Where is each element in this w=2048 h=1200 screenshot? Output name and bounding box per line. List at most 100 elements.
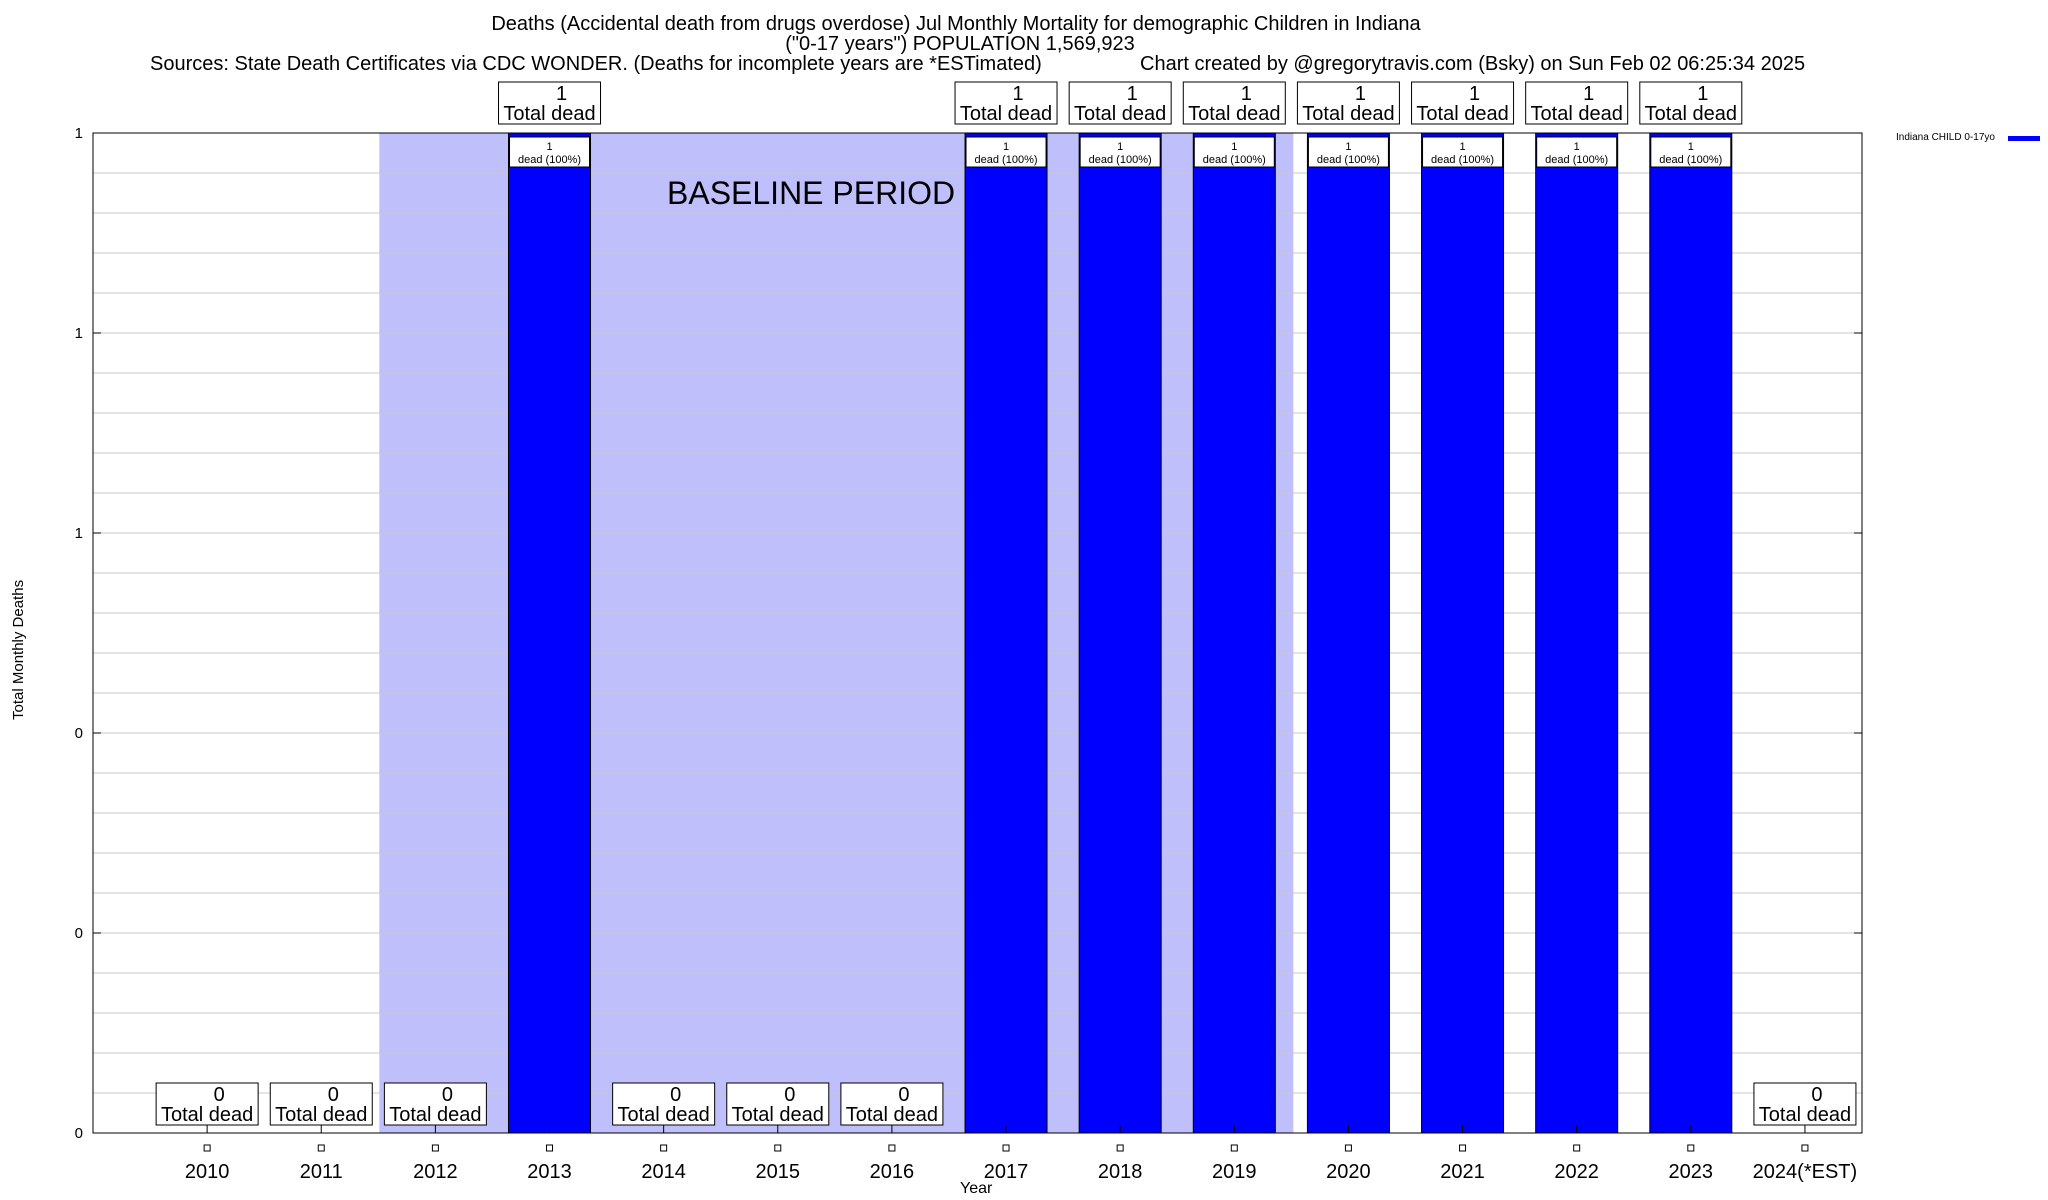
total-label-text: Total dead	[161, 1104, 253, 1126]
x-tick-marker	[1801, 1144, 1809, 1152]
x-tick-marker	[1573, 1144, 1581, 1152]
total-label-number: 1	[556, 83, 567, 105]
y-axis-label: Total Monthly Deaths	[10, 579, 27, 720]
bar-label-number: 1	[1117, 141, 1123, 153]
total-label-text: Total dead	[1074, 103, 1166, 125]
bar-label-box	[509, 136, 591, 168]
bar-label-number: 1	[1688, 141, 1694, 153]
total-label-text: Total dead	[846, 1104, 938, 1126]
total-label-number: 1	[1583, 83, 1594, 105]
total-label-number: 0	[442, 1084, 453, 1106]
total-label-box	[1525, 81, 1629, 125]
total-label-text: Total dead	[1531, 103, 1623, 125]
x-tick-label: 2021	[1440, 1161, 1485, 1183]
total-label-number: 0	[898, 1084, 909, 1106]
bar-label-number: 1	[1574, 141, 1580, 153]
total-label-box	[726, 1082, 830, 1126]
total-label-number: 1	[1697, 83, 1708, 105]
x-tick-label: 2019	[1212, 1161, 1257, 1183]
total-label-number: 1	[1241, 83, 1252, 105]
bar-label-box	[1536, 136, 1618, 168]
legend-label: Indiana CHILD 0-17yo	[1896, 132, 1995, 143]
bar-label-box	[1307, 136, 1389, 168]
total-label-box	[1182, 81, 1286, 125]
x-tick-marker	[1002, 1144, 1010, 1152]
chart-subtitle: ("0-17 years") POPULATION 1,569,923	[785, 33, 1135, 55]
bar-label-number: 1	[1231, 141, 1237, 153]
bar-label-text: dead (100%)	[1431, 154, 1494, 166]
bar	[1649, 132, 1733, 1134]
x-tick-label: 2017	[984, 1161, 1029, 1183]
total-label-box	[1639, 81, 1743, 125]
x-tick-marker	[660, 1144, 668, 1152]
total-label-text: Total dead	[1645, 103, 1737, 125]
y-tick-label: 1	[75, 525, 83, 542]
x-tick-marker	[317, 1144, 325, 1152]
x-tick-marker	[546, 1144, 554, 1152]
y-tick-label: 0	[75, 925, 83, 942]
total-label-box	[1753, 1082, 1857, 1126]
x-tick-label: 2024(*EST)	[1753, 1161, 1858, 1183]
bar-label-number: 1	[1459, 141, 1465, 153]
bar	[1535, 132, 1619, 1134]
total-label-box	[155, 1082, 259, 1126]
total-label-number: 0	[214, 1084, 225, 1106]
bar-label-text: dead (100%)	[1659, 154, 1722, 166]
bar-label-text: dead (100%)	[1317, 154, 1380, 166]
bar-label-text: dead (100%)	[518, 154, 581, 166]
total-label-text: Total dead	[503, 103, 595, 125]
x-tick-marker	[1344, 1144, 1352, 1152]
x-tick-marker	[1687, 1144, 1695, 1152]
total-label-text: Total dead	[732, 1104, 824, 1126]
bar-label-box	[965, 136, 1047, 168]
x-tick-marker	[431, 1144, 439, 1152]
total-label-text: Total dead	[1416, 103, 1508, 125]
chart-credit: Chart created by @gregorytravis.com (Bsk…	[1140, 53, 1806, 75]
x-tick-label: 2016	[870, 1161, 915, 1183]
total-label-text: Total dead	[1302, 103, 1394, 125]
total-label-number: 0	[670, 1084, 681, 1106]
total-label-text: Total dead	[1188, 103, 1280, 125]
baseline-period-annotation: BASELINE PERIOD	[667, 175, 955, 211]
total-label-number: 1	[1127, 83, 1138, 105]
total-label-box	[498, 81, 602, 125]
bar-label-number: 1	[1345, 141, 1351, 153]
x-tick-marker	[1459, 1144, 1467, 1152]
bar-label-number: 1	[1003, 141, 1009, 153]
bar-label-box	[1079, 136, 1161, 168]
chart-sources: Sources: State Death Certificates via CD…	[150, 53, 1042, 75]
total-label-box	[1296, 81, 1400, 125]
total-label-text: Total dead	[960, 103, 1052, 125]
x-tick-label: 2023	[1669, 1161, 1714, 1183]
x-tick-marker	[203, 1144, 211, 1152]
x-tick-marker	[774, 1144, 782, 1152]
total-label-number: 0	[1811, 1084, 1822, 1106]
legend-swatch	[2008, 136, 2040, 141]
y-tick-label: 1	[75, 125, 83, 142]
bar-label-box	[1650, 136, 1732, 168]
bar-label-text: dead (100%)	[1203, 154, 1266, 166]
bar-label-text: dead (100%)	[1545, 154, 1608, 166]
x-tick-label: 2015	[756, 1161, 801, 1183]
total-label-number: 1	[1355, 83, 1366, 105]
x-tick-label: 2018	[1098, 1161, 1143, 1183]
x-tick-label: 2013	[527, 1161, 572, 1183]
total-label-box	[1068, 81, 1172, 125]
chart-title: Deaths (Accidental death from drugs over…	[491, 13, 1421, 35]
total-label-text: Total dead	[617, 1104, 709, 1126]
bar	[1078, 132, 1162, 1134]
x-tick-label: 2012	[413, 1161, 458, 1183]
bar	[1306, 132, 1390, 1134]
bar-label-box	[1422, 136, 1504, 168]
x-tick-label: 2022	[1554, 1161, 1599, 1183]
total-label-text: Total dead	[275, 1104, 367, 1126]
total-label-box	[383, 1082, 487, 1126]
x-tick-marker	[888, 1144, 896, 1152]
bar-label-text: dead (100%)	[975, 154, 1038, 166]
bar	[1421, 132, 1505, 1134]
x-tick-marker	[1116, 1144, 1124, 1152]
total-label-number: 1	[1012, 83, 1023, 105]
x-tick-marker	[1230, 1144, 1238, 1152]
total-label-box	[1411, 81, 1515, 125]
